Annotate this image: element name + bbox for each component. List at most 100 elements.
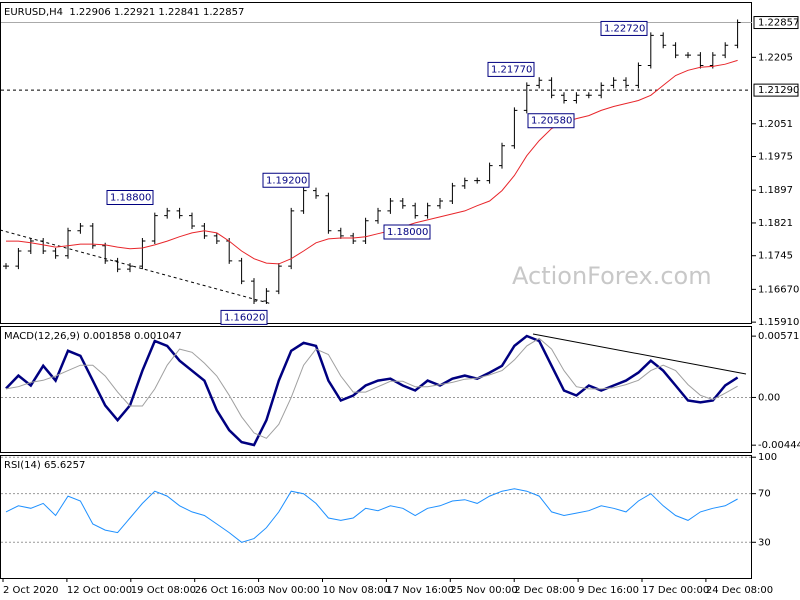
y-tick-label: 70 xyxy=(758,489,771,500)
annotation-box xyxy=(527,113,575,129)
y-tick-label: 0.00 xyxy=(758,392,780,403)
x-tick-label: 12 Oct 00:00 xyxy=(67,585,132,596)
price-bar xyxy=(387,197,394,214)
price-bar xyxy=(734,19,741,49)
x-tick-label: 26 Oct 16:00 xyxy=(195,585,260,596)
y-tick-label: 1.15910 xyxy=(758,317,799,328)
price-bar xyxy=(660,32,667,49)
price-bar xyxy=(449,182,456,204)
annotation-label: 1.19200 xyxy=(266,175,307,186)
price-bar xyxy=(313,187,319,199)
y-tick-label: 1.1745 xyxy=(758,251,793,262)
price-bar xyxy=(424,202,431,219)
annotation-box xyxy=(600,20,648,36)
price-bar xyxy=(623,77,629,89)
annotation-label: 1.21770 xyxy=(491,64,532,75)
price-bar xyxy=(139,238,146,270)
y-tick-label: 0.00571 xyxy=(758,331,799,342)
y-tick-label: 30 xyxy=(758,537,771,548)
price-bar xyxy=(437,197,443,209)
price-bar xyxy=(362,217,369,245)
price-bar xyxy=(709,52,716,69)
series-line xyxy=(5,334,739,447)
annotation-box xyxy=(262,172,310,188)
price-bar xyxy=(325,192,332,234)
price-bar xyxy=(213,232,220,245)
price-bar xyxy=(77,222,84,234)
x-tick-label: 17 Nov 16:00 xyxy=(386,585,453,596)
price-bar xyxy=(697,52,704,69)
level-box xyxy=(753,83,799,97)
price-bar xyxy=(635,62,642,89)
price-bar xyxy=(486,162,493,184)
price-bar xyxy=(647,32,654,69)
price-bar xyxy=(102,242,109,264)
price-bar xyxy=(548,77,555,99)
price-bar xyxy=(151,212,158,245)
price-bar xyxy=(40,238,47,254)
price-bar xyxy=(499,142,505,169)
price-bar xyxy=(164,207,171,219)
series-line xyxy=(5,337,738,439)
pane-title: RSI(14) 65.6257 xyxy=(4,460,85,471)
x-tick-label: 2 Dec 08:00 xyxy=(514,585,575,596)
series-line xyxy=(6,59,738,265)
level-label: 1.21290 xyxy=(758,85,799,96)
price-bar xyxy=(27,238,34,254)
price-bar xyxy=(561,92,567,104)
rsi-pane-border xyxy=(0,455,752,579)
annotation-label: 1.18800 xyxy=(110,193,151,204)
price-bar xyxy=(511,107,518,149)
y-tick-label: 1.1821 xyxy=(758,218,793,229)
price-bar xyxy=(127,263,133,273)
price-bar xyxy=(3,263,9,270)
series-line xyxy=(5,488,738,543)
price-bar xyxy=(65,227,71,259)
price-bar xyxy=(672,42,679,59)
price-bar xyxy=(52,247,59,259)
macd-pane-border xyxy=(0,326,752,453)
price-bar xyxy=(300,187,307,214)
annotation-box xyxy=(220,309,268,325)
x-tick-label: 9 Dec 16:00 xyxy=(578,585,639,596)
x-tick-label: 19 Oct 08:00 xyxy=(131,585,196,596)
last-price-box xyxy=(753,16,799,30)
x-tick-label: 17 Dec 00:00 xyxy=(642,585,709,596)
price-bar xyxy=(375,207,381,224)
y-tick-label: 1.2205 xyxy=(758,52,793,63)
price-bar xyxy=(585,92,592,99)
price-bar xyxy=(685,52,691,59)
price-bar xyxy=(610,77,617,89)
price-bar xyxy=(251,278,257,305)
annotation-label: 1.16020 xyxy=(224,312,265,323)
annotation-label: 1.22720 xyxy=(604,23,645,34)
watermark: ActionForex.com xyxy=(512,262,712,290)
price-bar xyxy=(114,257,121,273)
macd-trend-line xyxy=(532,333,747,375)
pane-title: MACD(12,26,9) 0.001858 0.001047 xyxy=(4,331,182,342)
y-tick-label: -0.004444 xyxy=(758,440,800,451)
y-tick-label: 100 xyxy=(758,452,777,463)
x-tick-label: 25 Nov 00:00 xyxy=(450,585,517,596)
x-tick-label: 10 Nov 08:00 xyxy=(323,585,390,596)
price-bar xyxy=(337,227,344,239)
y-tick-label: 1.1897 xyxy=(758,185,793,196)
annotation-label: 1.18000 xyxy=(387,227,428,238)
x-tick-label: 24 Dec 08:00 xyxy=(706,585,773,596)
price-bar xyxy=(275,263,282,295)
annotation-box xyxy=(383,224,431,240)
annotation-box xyxy=(106,190,154,206)
annotation-box xyxy=(487,61,535,77)
price-bar xyxy=(461,177,468,189)
x-tick-label: 3 Nov 00:00 xyxy=(259,585,320,596)
annotation-label: 1.20580 xyxy=(531,116,572,127)
price-bar xyxy=(189,212,195,229)
price-pane-border xyxy=(0,2,752,324)
y-tick-label: 1.16670 xyxy=(758,284,799,295)
price-bar xyxy=(412,202,419,219)
price-bar xyxy=(238,257,245,285)
x-tick-label: 2 Oct 2020 xyxy=(3,585,58,596)
price-bar xyxy=(263,288,270,305)
